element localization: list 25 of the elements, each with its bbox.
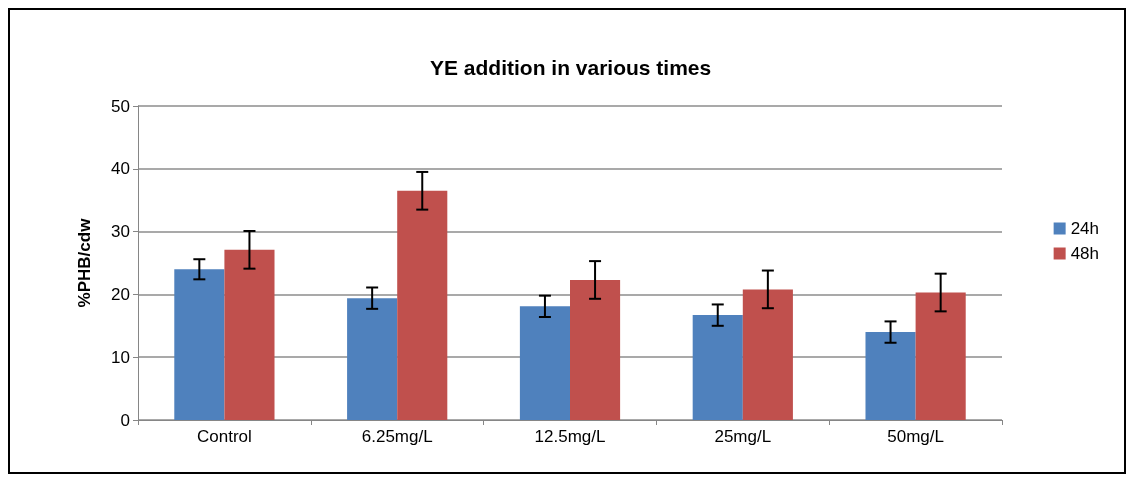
- bar: [519, 306, 570, 420]
- y-tick-label: 10: [111, 347, 130, 367]
- bar: [224, 249, 275, 420]
- y-tick-label: 30: [111, 222, 130, 242]
- chart-title: YE addition in various times: [430, 56, 712, 79]
- bar: [174, 269, 225, 420]
- y-tick-label: 50: [111, 96, 130, 116]
- legend-label: 24h: [1070, 219, 1100, 238]
- y-tick-label: 20: [111, 284, 130, 304]
- x-tick-label: 6.25mg/L: [361, 427, 433, 446]
- bar: [915, 292, 966, 420]
- y-tick-label: 40: [111, 159, 130, 179]
- bar: [865, 332, 916, 420]
- legend-label: 48h: [1070, 244, 1100, 263]
- x-tick-label: Control: [196, 427, 252, 446]
- bar: [570, 279, 621, 420]
- x-tick-label: 12.5mg/L: [534, 427, 606, 446]
- x-tick-label: 50mg/L: [887, 427, 944, 446]
- x-tick-label: 25mg/L: [714, 427, 772, 446]
- bar: [397, 190, 448, 420]
- y-tick-label: 0: [120, 410, 130, 430]
- bar: [742, 289, 793, 420]
- bar: [347, 298, 398, 420]
- y-axis-title: %PHB/cdw: [75, 217, 94, 308]
- bar: [692, 315, 743, 420]
